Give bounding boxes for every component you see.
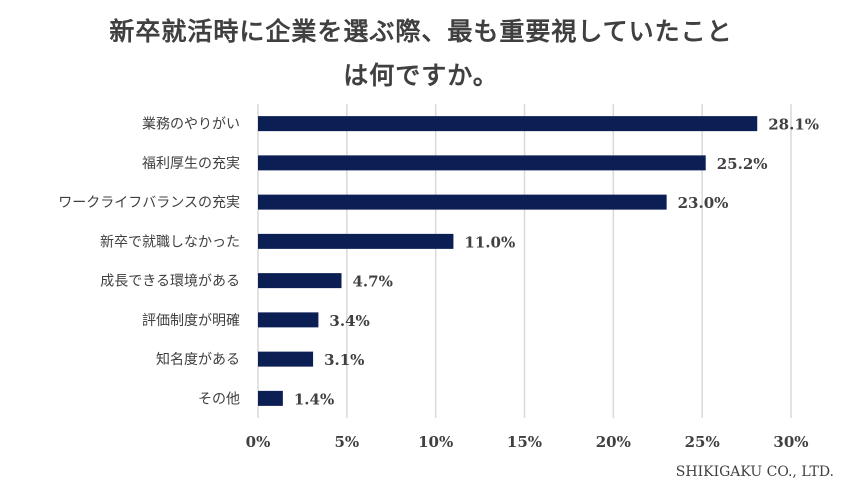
x-tick-label: 20%: [596, 433, 631, 451]
bar: [258, 155, 706, 171]
chart-title: 新卒就活時に企業を選ぶ際、最も重要視していたこと は何ですか。: [40, 10, 802, 98]
x-tick-label: 10%: [418, 433, 453, 451]
x-tick-label: 5%: [334, 433, 359, 451]
bar: [258, 273, 342, 289]
x-tick-label: 0%: [246, 433, 271, 451]
value-labels: 28.1% 25.2% 23.0% 11.0% 4.7% 3.4% 3.1% 1.4%: [294, 116, 819, 409]
category-label: 成長できる環境がある: [100, 274, 240, 290]
value-label: 3.1%: [324, 351, 364, 369]
value-label: 25.2%: [717, 155, 768, 173]
x-axis-ticks: 0% 5% 10% 15% 20% 25% 30%: [246, 433, 809, 451]
x-tick-label: 15%: [507, 433, 542, 451]
chart-title-line-2: は何ですか。: [343, 61, 499, 90]
category-label: 知名度がある: [156, 351, 240, 368]
value-label: 4.7%: [353, 273, 393, 291]
x-tick-label: 25%: [685, 433, 720, 451]
category-label: 評価制度が明確: [142, 313, 240, 329]
bar: [258, 390, 283, 406]
category-label: その他: [198, 391, 240, 407]
chart-title-line-1: 新卒就活時に企業を選ぶ際、最も重要視していたこと: [109, 17, 733, 46]
bar: [258, 312, 319, 328]
value-label: 28.1%: [768, 116, 819, 134]
value-label: 11.0%: [464, 233, 515, 251]
company-footer: SHIKIGAKU CO., LTD.: [675, 464, 834, 480]
category-label: ワークライフバランスの充実: [58, 195, 240, 211]
category-labels: 業務のやりがい福利厚生の充実ワークライフバランスの充実新卒で就職しなかった成長で…: [58, 117, 240, 408]
gridlines: [257, 104, 792, 418]
bar: [258, 233, 454, 249]
bars: [258, 116, 758, 406]
value-label: 3.4%: [329, 312, 369, 330]
category-label: 新卒で就職しなかった: [100, 234, 240, 250]
bar: [258, 194, 667, 210]
value-label: 1.4%: [294, 390, 334, 408]
category-label: 福利厚生の充実: [142, 156, 240, 172]
category-label: 業務のやりがい: [142, 117, 240, 133]
bar: [258, 116, 758, 132]
x-tick-label: 30%: [773, 433, 808, 451]
bar: [258, 351, 314, 367]
value-label: 23.0%: [678, 194, 729, 212]
